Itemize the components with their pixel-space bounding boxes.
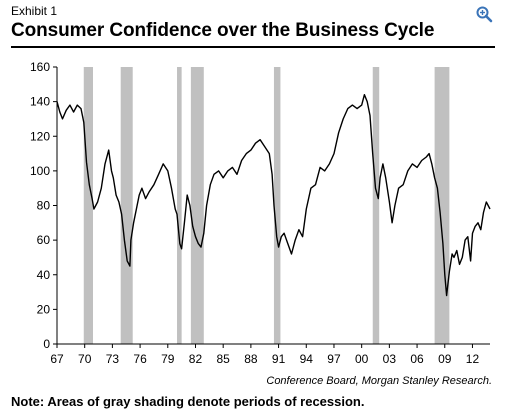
recession-band — [190, 67, 204, 344]
x-tick-label: 03 — [383, 352, 397, 366]
confidence-series-line — [56, 94, 491, 297]
axes — [53, 66, 490, 348]
x-tick-label: 94 — [300, 352, 314, 366]
line-chart: 0 20 40 60 80 100 120 140 160 67 70 73 76 79 82 85 88 91 9… — [30, 60, 491, 366]
x-tick-label: 06 — [410, 352, 424, 366]
x-tick-label: 88 — [244, 352, 258, 366]
x-tick-label: 91 — [272, 352, 286, 366]
recession-band — [83, 67, 94, 344]
recession-band — [372, 67, 380, 344]
x-tick-label: 85 — [217, 352, 231, 366]
y-tick-label: 20 — [37, 302, 51, 316]
y-tick-label: 120 — [30, 129, 50, 143]
y-tick-label: 80 — [37, 199, 51, 213]
y-tick-label: 140 — [30, 95, 50, 109]
recession-note: Note: Areas of gray shading denote perio… — [11, 394, 365, 409]
series-layer — [56, 94, 491, 297]
x-tick-label: 79 — [161, 352, 175, 366]
x-tick-label: 73 — [106, 352, 120, 366]
tick-labels: 0 20 40 60 80 100 120 140 160 67 70 73 76 79 82 85 88 91 9… — [30, 60, 479, 366]
y-tick-label: 100 — [30, 164, 50, 178]
x-tick-label: 70 — [78, 352, 92, 366]
recession-band — [434, 67, 450, 344]
x-tick-label: 12 — [466, 352, 480, 366]
x-tick-label: 82 — [189, 352, 203, 366]
x-tick-label: 67 — [50, 352, 64, 366]
chart-title: Consumer Confidence over the Business Cy… — [11, 20, 435, 41]
x-tick-label: 00 — [355, 352, 369, 366]
y-tick-label: 160 — [30, 60, 50, 74]
x-tick-label: 97 — [327, 352, 341, 366]
recession-bands — [83, 67, 450, 344]
recession-band — [273, 67, 281, 344]
recession-band — [177, 67, 182, 344]
exhibit-label: Exhibit 1 — [11, 4, 58, 18]
recession-band — [120, 67, 133, 344]
title-rule — [11, 46, 495, 48]
x-tick-label: 09 — [438, 352, 452, 366]
zoom-in-icon[interactable] — [475, 5, 493, 23]
y-tick-label: 60 — [37, 233, 51, 247]
source-text: Conference Board, Morgan Stanley Researc… — [266, 375, 492, 387]
y-tick-label: 40 — [37, 268, 51, 282]
y-tick-label: 0 — [43, 337, 50, 351]
x-tick-label: 76 — [133, 352, 147, 366]
